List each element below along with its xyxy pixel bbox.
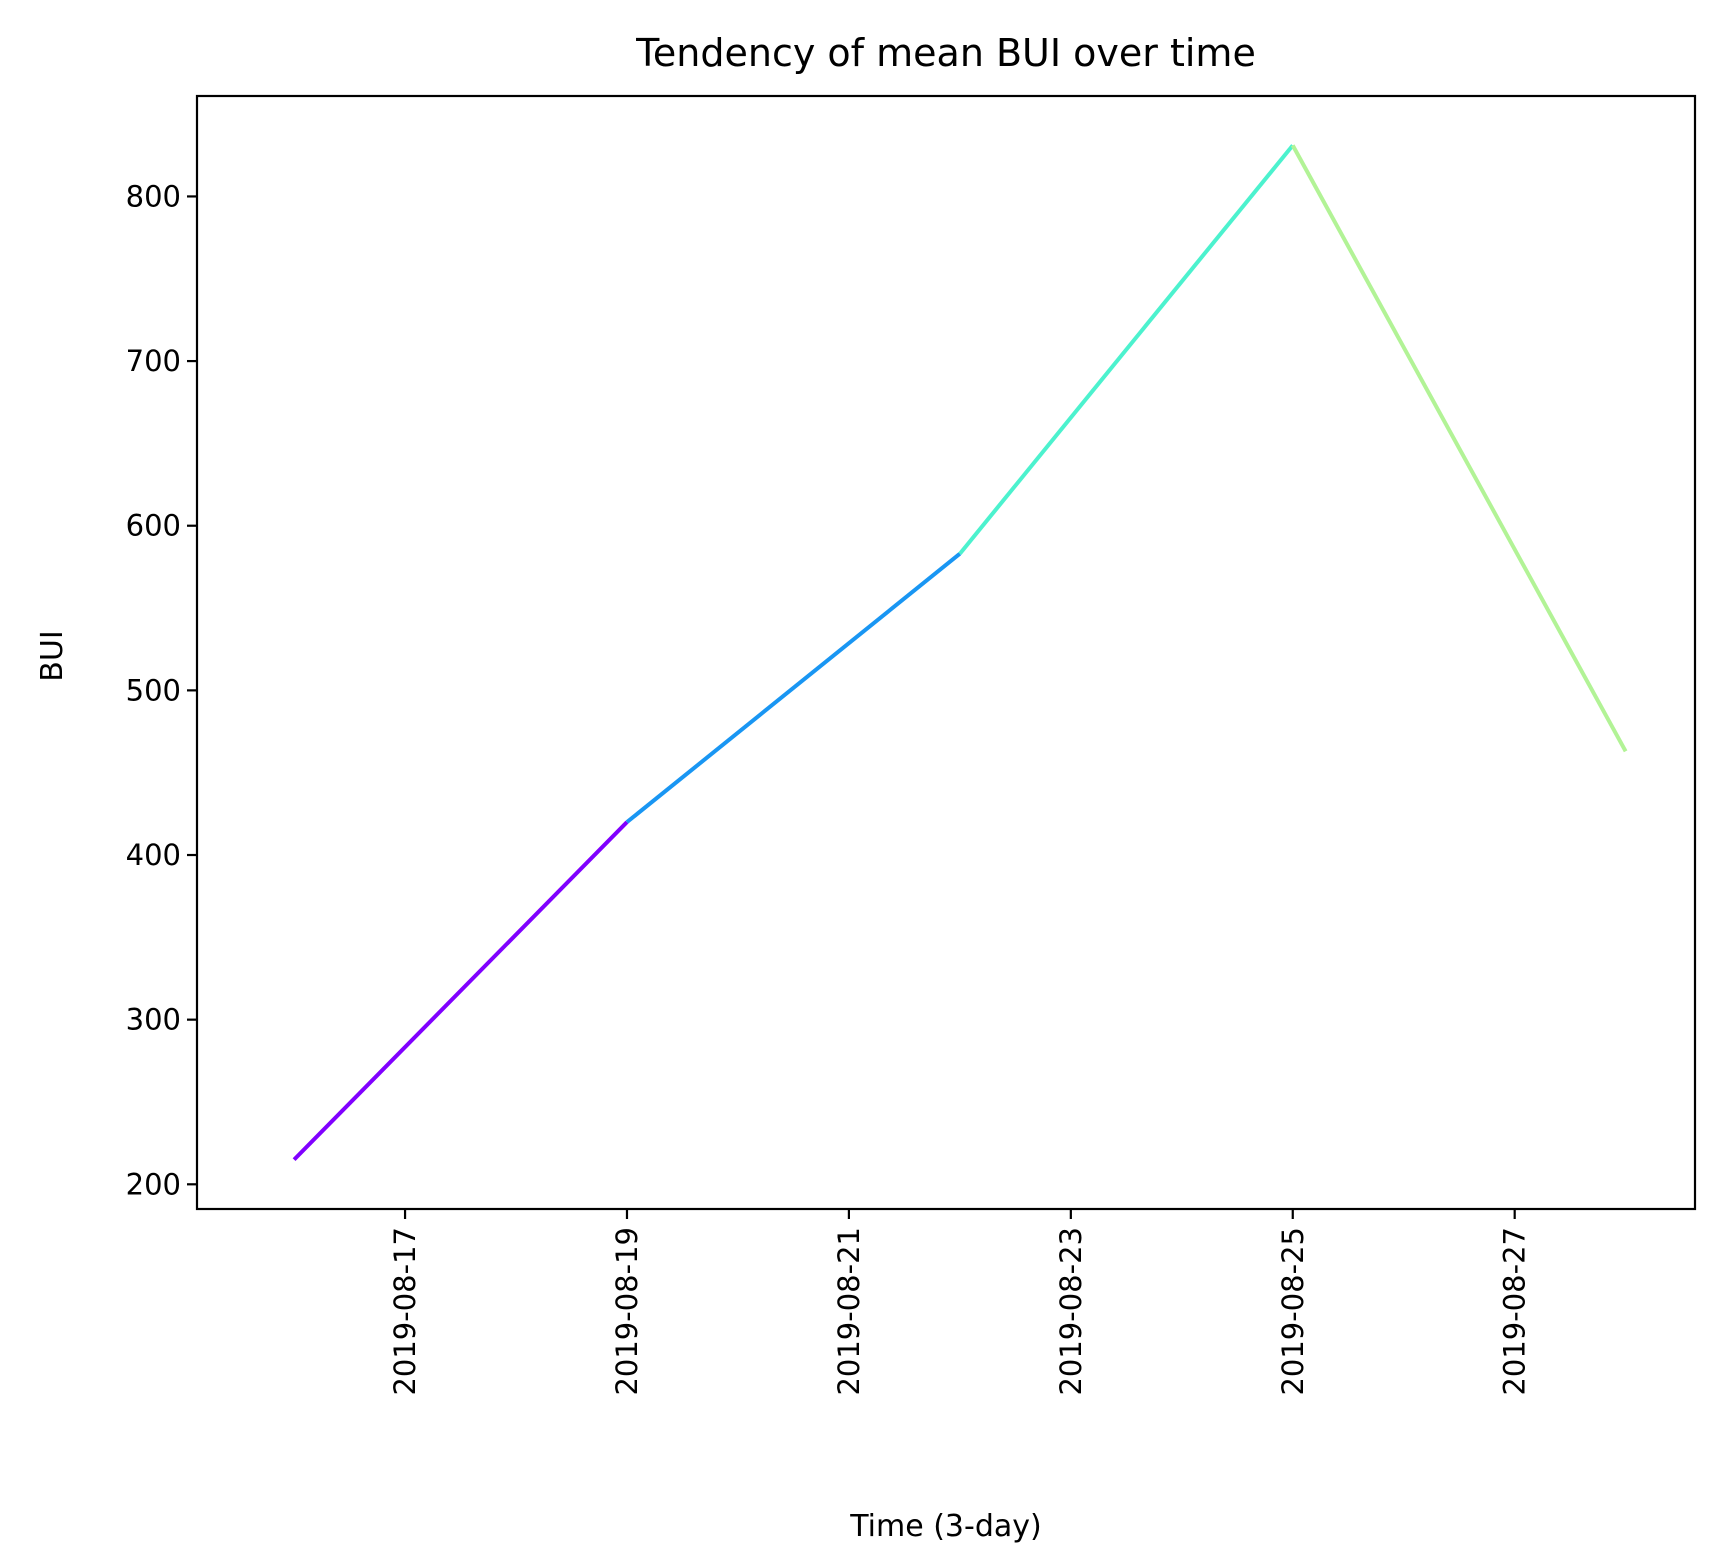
y-tick-label: 600 <box>126 509 181 543</box>
x-tick-label: 2019-08-19 <box>610 1227 644 1396</box>
x-tick-label: 2019-08-25 <box>1276 1227 1310 1396</box>
y-tick-label: 400 <box>126 838 181 872</box>
y-tick-label: 200 <box>126 1167 181 1201</box>
line-segment <box>1291 144 1628 753</box>
x-ticks: 2019-08-17 2019-08-19 2019-08-21 2019-08-23… <box>388 1209 1532 1396</box>
line-segment <box>625 552 962 824</box>
y-ticks: 200 300 400 500 600 700 800 <box>126 179 197 1201</box>
line-segment <box>292 820 629 1162</box>
x-tick-label: 2019-08-21 <box>832 1227 866 1396</box>
x-tick-label: 2019-08-17 <box>388 1227 422 1396</box>
x-tick-label: 2019-08-23 <box>1054 1227 1088 1396</box>
plot-area <box>195 94 1697 1211</box>
series-line <box>292 144 1628 1162</box>
line-segment <box>958 144 1295 555</box>
y-tick-label: 800 <box>126 179 181 213</box>
x-tick-label: 2019-08-27 <box>1498 1227 1532 1396</box>
y-tick-label: 300 <box>126 1003 181 1037</box>
x-axis-title: Time (3-day) <box>849 1509 1041 1544</box>
y-tick-label: 500 <box>126 673 181 707</box>
y-tick-label: 700 <box>126 344 181 378</box>
y-axis-title: BUI <box>35 630 70 681</box>
chart-title: Tendency of mean BUI over time <box>635 31 1256 75</box>
